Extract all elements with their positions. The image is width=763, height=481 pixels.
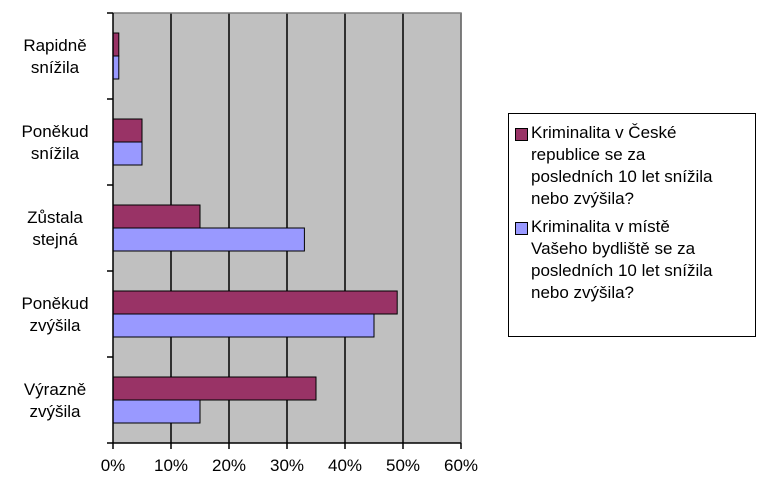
bar-series-2	[112, 227, 305, 252]
legend-item-series-2: Kriminalita v místě Vašeho bydliště se za…	[515, 216, 749, 304]
bar-series-1	[112, 32, 120, 57]
bar-series-2	[112, 55, 120, 80]
x-tick-label: 30%	[270, 456, 304, 475]
x-tick-label: 0%	[101, 456, 126, 475]
legend-swatch-series-2	[515, 222, 528, 235]
x-tick-label: 40%	[328, 456, 362, 475]
x-tick-label: 20%	[212, 456, 246, 475]
category-label: Poněkud snížila	[21, 122, 88, 163]
legend-item-series-1: Kriminalita v České republice se za posled…	[515, 122, 749, 210]
legend-label-series-1: Kriminalita v České republice se za posled…	[531, 123, 713, 208]
bar-series-2	[112, 399, 201, 424]
category-label: Zůstala stejná	[27, 208, 83, 249]
category-label: Poněkud zvýšila	[21, 294, 88, 335]
bar-series-2	[112, 313, 375, 338]
legend-swatch-series-1	[515, 128, 528, 141]
bar-series-1	[112, 118, 143, 143]
x-tick-label: 60%	[444, 456, 478, 475]
plot-border	[113, 12, 462, 443]
category-label: Rapidně snížila	[23, 36, 86, 77]
x-tick-label: 10%	[154, 456, 188, 475]
category-label: Výrazně zvýšila	[24, 380, 86, 421]
legend: Kriminalita v České republice se za posled…	[508, 113, 756, 337]
bar-series-2	[112, 141, 143, 166]
legend-label-series-2: Kriminalita v místě Vašeho bydliště se za…	[531, 217, 713, 302]
bar-series-1	[112, 204, 201, 229]
x-tick-label: 50%	[386, 456, 420, 475]
axis-labels: 0% 10% 20% 30% 40% 50% 60% Výrazně zvýšila Poněku…	[21, 36, 478, 475]
bar-series-1	[112, 290, 398, 315]
bars	[112, 32, 398, 424]
bar-series-1	[112, 376, 317, 401]
axes	[107, 12, 462, 449]
